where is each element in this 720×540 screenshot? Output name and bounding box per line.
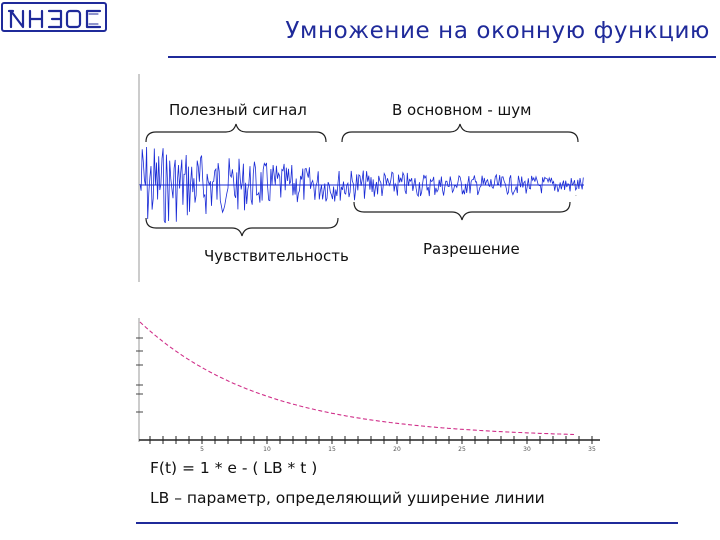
signal-corner-mark-2: · [575,193,577,200]
label-sensitivity: Чувствительность [204,247,349,265]
lb-description: LB – параметр, определяющий уширение лин… [150,489,545,507]
label-resolution: Разрешение [423,240,520,258]
brace-resolution [353,201,571,221]
logo-graphic [7,9,102,29]
label-useful-signal: Полезный сигнал [169,101,307,119]
window-x-minor-ticks [149,436,593,444]
x-tick-label-0: 5 [200,446,204,453]
x-tick-label-4: 25 [458,446,466,453]
company-logo [1,2,107,32]
brace-useful-signal [145,123,327,143]
label-mostly-noise: В основном - шум [392,101,532,119]
x-tick-label-1: 10 [263,446,271,453]
x-tick-label-5: 30 [523,446,531,453]
window-x-tick-labels: 5 10 15 20 25 30 35 [200,446,596,453]
window-formula: F(t) = 1 * e - ( LB * t ) [150,459,318,477]
title-underline [168,56,716,58]
x-tick-label-6: 35 [588,446,596,453]
signal-corner-mark: ᵔ [574,183,577,190]
slide-title: Умножение на оконную функцию [285,18,710,44]
window-y-ticks [136,337,143,413]
window-function-curve [139,321,575,436]
x-tick-label-2: 15 [328,446,336,453]
bottom-rule [136,522,678,524]
x-tick-label-3: 20 [393,446,401,453]
brace-mostly-noise [341,123,579,143]
fid-signal-trace [139,146,584,224]
brace-sensitivity [145,217,339,237]
